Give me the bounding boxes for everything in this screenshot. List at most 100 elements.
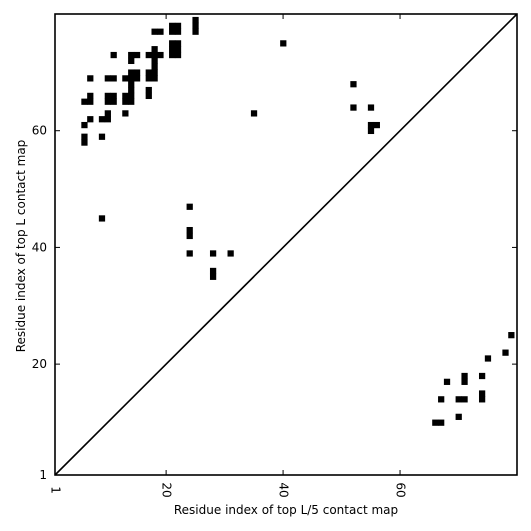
contact-point-upper — [122, 110, 129, 117]
contact-point-lower — [508, 332, 515, 339]
contact-point-upper — [104, 110, 111, 117]
contact-point-upper — [110, 92, 117, 100]
contact-point-upper — [174, 28, 182, 35]
contact-point-lower — [455, 413, 462, 420]
contact-point-upper — [104, 98, 111, 105]
contact-point-upper — [169, 22, 176, 29]
contact-point-upper — [157, 51, 164, 59]
contact-point-upper — [151, 69, 158, 76]
plot-frame — [54, 13, 518, 476]
contact-point-upper — [169, 40, 176, 47]
contact-point-upper — [151, 63, 158, 70]
contact-point-upper — [110, 51, 117, 59]
contact-point-upper — [151, 28, 158, 35]
contact-point-upper — [98, 116, 106, 123]
contact-point-upper — [151, 57, 158, 65]
contact-point-upper — [133, 69, 141, 76]
contact-point-upper — [128, 57, 135, 65]
contact-point-upper — [367, 121, 375, 129]
x-tick-label: 40 — [277, 482, 291, 497]
contact-point-upper — [350, 104, 357, 111]
contact-point-upper — [128, 75, 135, 82]
contact-point-upper — [122, 75, 129, 82]
contact-point-lower — [502, 349, 509, 356]
contact-point-upper — [192, 28, 199, 35]
contact-point-upper — [151, 75, 158, 82]
contact-point-lower — [438, 396, 445, 403]
contact-point-upper — [169, 28, 176, 35]
contact-point-lower — [455, 396, 462, 403]
contact-point-upper — [128, 69, 135, 76]
contact-point-upper — [128, 81, 135, 88]
contact-point-upper — [81, 98, 88, 105]
y-tick-label: 20 — [32, 357, 47, 371]
contact-point-lower — [461, 372, 468, 380]
contact-point-upper — [145, 92, 152, 100]
contact-point-upper — [174, 46, 182, 53]
x-tick-label: 1 — [49, 486, 63, 494]
contact-point-upper — [174, 40, 182, 47]
contact-point-upper — [280, 40, 287, 47]
axis-ticks: 1 20 40 60 1 20 40 60 — [32, 14, 517, 498]
x-axis-label: Residue index of top L/5 contact map — [174, 503, 398, 517]
contact-point-upper — [128, 98, 135, 105]
contact-point-upper — [186, 232, 193, 240]
contact-point-lower — [478, 396, 486, 403]
contact-point-upper — [174, 22, 182, 29]
contact-point-lower — [461, 378, 468, 385]
contact-point-upper — [128, 51, 135, 59]
contact-point-lower — [443, 378, 451, 385]
y-tick-label: 40 — [32, 240, 47, 254]
contact-point-upper — [367, 104, 375, 111]
contact-point-upper — [81, 121, 88, 129]
contact-point-upper — [87, 75, 94, 82]
y-tick-label: 60 — [32, 124, 47, 138]
contact-point-upper — [250, 110, 258, 117]
contact-point-lower — [461, 396, 468, 403]
contact-point-upper — [151, 51, 158, 59]
contact-point-lower — [432, 419, 439, 426]
contact-point-upper — [227, 250, 234, 257]
contact-point-upper — [122, 92, 129, 100]
contact-point-lower — [484, 355, 492, 362]
contact-point-upper — [192, 22, 199, 29]
y-axis-label: Residue index of top L contact map — [14, 140, 28, 353]
contact-point-upper — [81, 133, 88, 140]
contact-point-upper — [209, 273, 217, 280]
contact-point-upper — [209, 267, 217, 275]
contact-point-upper — [145, 51, 152, 59]
contact-point-upper — [192, 16, 199, 24]
contact-point-upper — [145, 75, 152, 82]
contact-point-lower — [478, 390, 486, 397]
contact-point-upper — [81, 139, 88, 146]
contact-point-upper — [186, 226, 193, 234]
contact-point-upper — [110, 75, 117, 82]
contact-point-lower — [438, 419, 445, 426]
contact-point-upper — [133, 75, 141, 82]
contact-point-upper — [128, 86, 135, 94]
contact-point-lower — [478, 372, 486, 380]
x-tick-label: 60 — [394, 482, 408, 497]
x-tick-label: 20 — [160, 482, 174, 497]
contact-point-upper — [373, 121, 380, 129]
contact-point-upper — [174, 51, 182, 59]
contact-point-upper — [169, 46, 176, 53]
contact-point-upper — [98, 133, 106, 140]
contact-point-upper — [128, 92, 135, 100]
contact-point-upper — [169, 51, 176, 59]
diagonal-line — [54, 13, 518, 476]
contact-point-upper — [133, 51, 141, 59]
y-tick-label: 1 — [39, 468, 47, 482]
contact-point-upper — [209, 250, 217, 257]
contact-point-upper — [151, 46, 158, 53]
contact-point-upper — [110, 98, 117, 105]
contact-point-upper — [87, 92, 94, 100]
contact-point-upper — [186, 250, 193, 257]
contact-point-upper — [157, 28, 164, 35]
contact-point-upper — [104, 75, 111, 82]
contact-point-upper — [350, 81, 357, 88]
contact-point-upper — [145, 69, 152, 76]
contact-point-upper — [98, 215, 106, 222]
contact-point-upper — [104, 116, 111, 123]
